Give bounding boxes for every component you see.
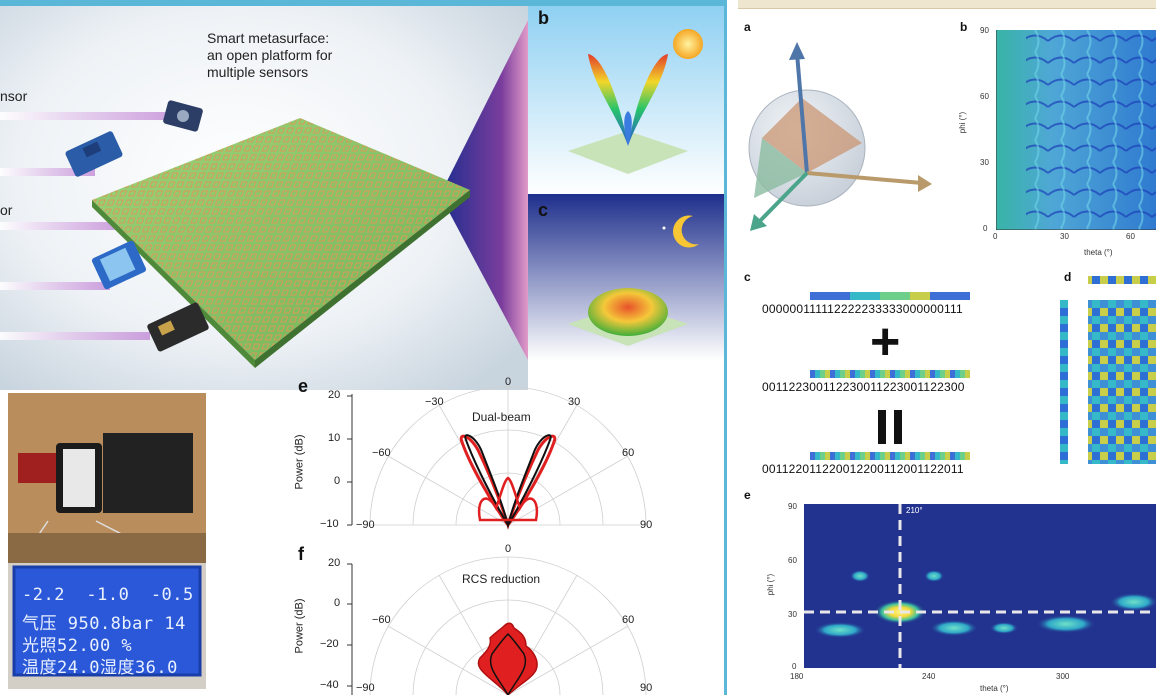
y-tick: 0 [334,475,341,487]
x-tick: 240 [922,672,936,681]
panel-label-e: e [744,488,751,502]
sun-icon [673,29,703,59]
sensor-icon [147,302,209,352]
right-figure: a b [738,0,1156,695]
panel-c-night-pattern [528,194,726,360]
angle-label: −30 [425,396,444,408]
lcd-line: 光照52.00 % [22,636,133,656]
plot-title: Dual-beam [472,410,531,424]
panel-label-c: c [744,270,751,284]
metasurface-illustration [0,0,528,390]
y-tick: 90 [788,502,797,511]
y-tick: −20 [320,638,339,650]
y-tick: 30 [980,158,989,167]
angle-label: 0 [505,543,512,555]
y-tick: 30 [788,610,797,619]
angle-label: −90 [356,519,375,531]
panel-label-a: a [744,20,751,34]
x-tick: 0 [993,232,998,241]
sensor-icon [65,131,123,177]
sphere-diagram [748,42,932,231]
heatmap-e [804,504,1156,668]
polar-plot-f [347,556,647,695]
moon-icon [673,215,699,248]
heatmap-annotation: 210° [906,506,923,515]
angle-label: 90 [640,519,653,531]
x-tick: 300 [1056,672,1070,681]
panel-label-b: b [960,20,968,34]
coding-bar [810,452,970,460]
y-tick: 20 [328,557,341,569]
x-tick: 180 [790,672,804,681]
top-border [0,0,726,6]
code-sequence: 000000111112222233333000000111 [762,302,963,316]
title-line: an open platform for [207,47,333,63]
left-figure: Smart metasurface: an open platform for … [0,0,726,695]
coding-bar [810,370,970,378]
plus-sign: + [870,313,901,371]
angle-label: 60 [622,614,635,626]
title-line: multiple sensors [207,64,309,80]
code-sequence: 001122011220012200112001122011 [762,462,964,476]
y-tick: 90 [980,26,989,35]
angle-label: −60 [372,614,391,626]
y-axis-label: phi (°) [766,573,776,596]
y-axis-label: Power (dB) [293,434,306,490]
angle-label: 90 [640,682,653,694]
y-tick: −10 [320,518,339,530]
y-tick: 10 [328,432,341,444]
y-tick: 0 [983,224,988,233]
y-tick: −40 [320,679,339,691]
top-bar [738,0,1156,9]
angle-label: −90 [356,682,375,694]
y-axis-label: Power (dB) [293,598,306,654]
lcd-line: 温度24.0湿度36.0 [22,658,178,678]
figure-title: Smart metasurface: an open platform for … [207,30,332,81]
equals-sign [894,410,902,444]
lcd-line: -2.2 -1.0 -0.5 [22,585,194,605]
y-axis-label: phi (°) [958,111,968,134]
x-tick: 30 [1060,232,1069,241]
panel-label-f: f [298,544,304,564]
polar-plot-e [347,386,647,530]
coding-bar [810,292,970,300]
y-tick: 60 [980,92,989,101]
plot-title: RCS reduction [462,572,541,586]
checkerboard-d [1060,276,1156,464]
angle-label: 0 [505,376,512,388]
lcd-display: -2.2 -1.0 -0.5 气压 950.8bar 14 光照52.00 % … [8,567,206,678]
panel-label-c: c [538,200,549,220]
angle-label: 30 [568,396,581,408]
panel-label-d: d [1064,270,1072,284]
y-tick: 0 [334,597,341,609]
panel-label-b: b [538,8,549,28]
sensor-label: or [0,202,13,218]
x-axis-label: theta (°) [1084,248,1113,257]
equals-sign [878,410,886,444]
sensor-icon [163,100,203,132]
heatmap-b [996,30,1156,230]
y-tick: 0 [792,662,797,671]
panel-b-day-pattern [528,6,726,194]
angle-label: −60 [372,447,391,459]
figure-divider [724,0,727,695]
panel-label-e: e [298,376,309,396]
lcd-line: 气压 950.8bar 14 [22,614,186,634]
sensor-icon [91,240,147,290]
code-sequence: 001122300112230011223001122300 [762,380,965,394]
sensor-board-photo [8,393,206,689]
sensor-label: nsor [0,88,28,104]
x-tick: 60 [1126,232,1135,241]
y-tick: 60 [788,556,797,565]
x-axis-label: theta (°) [980,684,1009,693]
angle-label: 60 [622,447,635,459]
title-line: Smart metasurface: [207,30,330,46]
y-tick: 20 [328,389,341,401]
